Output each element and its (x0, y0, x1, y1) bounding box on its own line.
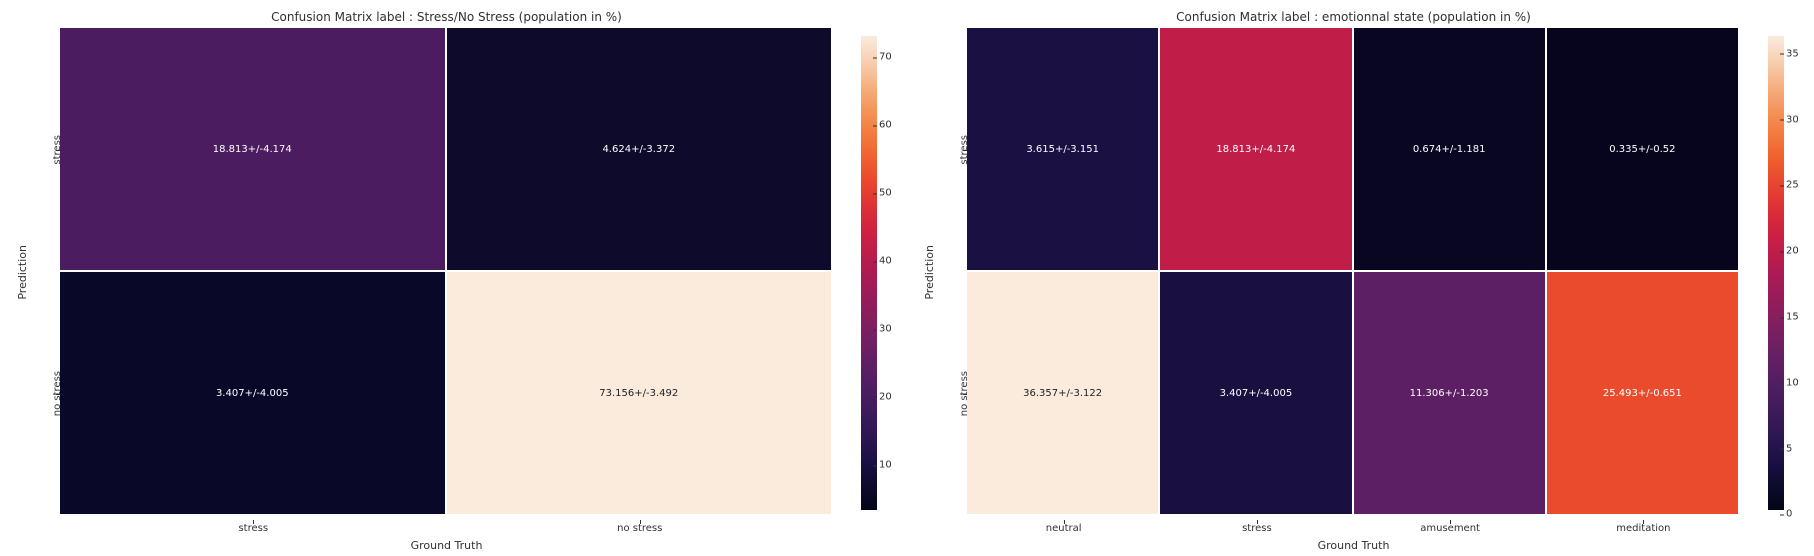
colorbar-tick: 30 (879, 324, 892, 335)
cell-value: 3.615+/-3.151 (1026, 144, 1099, 155)
panel-title: Confusion Matrix label : emotionnal stat… (967, 10, 1740, 24)
colorbar-tick: 40 (879, 256, 892, 267)
panel-title: Confusion Matrix label : Stress/No Stres… (60, 10, 833, 24)
heatmap-cell: 0.335+/-0.52 (1547, 28, 1740, 272)
colorbar-tick: 30 (1786, 114, 1799, 125)
y-tick-label: no stress (46, 272, 68, 516)
colorbar-tick: 10 (879, 460, 892, 471)
cell-value: 4.624+/-3.372 (602, 144, 675, 155)
cell-value: 0.674+/-1.181 (1413, 144, 1486, 155)
heatmap-cell: 18.813+/-4.174 (1160, 28, 1353, 272)
y-tick-label-text: no stress (52, 371, 63, 416)
y-tick-label-text: stress (959, 135, 970, 165)
heatmap-cell: 0.674+/-1.181 (1354, 28, 1547, 272)
panel-emotional-state: Confusion Matrix label : emotionnal stat… (907, 0, 1814, 556)
heatmap-cell: 18.813+/-4.174 (60, 28, 447, 272)
y-tick-label: no stress (953, 272, 975, 516)
cell-value: 25.493+/-0.651 (1603, 388, 1682, 399)
x-tick-label: stress (1160, 523, 1353, 534)
panel-stress-nostress: Confusion Matrix label : Stress/No Stres… (0, 0, 907, 556)
heatmap-cell: 11.306+/-1.203 (1354, 272, 1547, 516)
y-axis-label-text: Prediction (16, 245, 29, 300)
y-tick-label: stress (953, 28, 975, 272)
plot-wrap: Confusion Matrix label : emotionnal stat… (967, 10, 1740, 516)
colorbar-tick: 35 (1786, 48, 1799, 59)
colorbar-tick: 10 (1786, 377, 1799, 388)
colorbar-tick: 25 (1786, 180, 1799, 191)
heatmap-cell: 25.493+/-0.651 (1547, 272, 1740, 516)
colorbar-ticks: 05101520253035 (1786, 36, 1814, 510)
cell-value: 18.813+/-4.174 (1216, 144, 1295, 155)
x-axis: stressno stress (60, 523, 833, 534)
y-axis-label-text: Prediction (923, 245, 936, 300)
cell-value: 73.156+/-3.492 (599, 388, 678, 399)
x-tick-label: stress (60, 523, 447, 534)
colorbar-tick: 20 (879, 392, 892, 403)
plot-wrap: Confusion Matrix label : Stress/No Stres… (60, 10, 833, 516)
y-axis: stress no stress (46, 28, 68, 516)
heatmap-cell: 3.407+/-4.005 (60, 272, 447, 516)
heatmap-cell: 4.624+/-3.372 (447, 28, 834, 272)
colorbar-gradient: 05101520253035 (1768, 36, 1784, 510)
heatmap-frame: 18.813+/-4.174 4.624+/-3.372 3.407+/-4.005… (60, 28, 833, 516)
x-axis-label: Ground Truth (967, 539, 1740, 552)
x-axis: neutralstressamusementmeditation (967, 523, 1740, 534)
colorbar: 05101520253035 (1768, 36, 1784, 510)
figure: Confusion Matrix label : Stress/No Stres… (0, 0, 1814, 556)
y-axis-label: Prediction (923, 28, 936, 516)
y-axis-label: Prediction (16, 28, 29, 516)
cell-value: 3.407+/-4.005 (216, 388, 289, 399)
colorbar-tick: 60 (879, 120, 892, 131)
y-axis: stress no stress (953, 28, 975, 516)
x-tick-label: meditation (1547, 523, 1740, 534)
colorbar-tick: 0 (1786, 509, 1792, 520)
y-tick-label-text: no stress (959, 371, 970, 416)
heatmap: 18.813+/-4.174 4.624+/-3.372 3.407+/-4.005… (60, 28, 833, 516)
heatmap-cell: 73.156+/-3.492 (447, 272, 834, 516)
colorbar-gradient: 10203040506070 (861, 36, 877, 510)
y-tick-label: stress (46, 28, 68, 272)
colorbar-tick: 70 (879, 52, 892, 63)
x-tick-label: neutral (967, 523, 1160, 534)
cell-value: 3.407+/-4.005 (1220, 388, 1293, 399)
heatmap-cell: 3.615+/-3.151 (967, 28, 1160, 272)
heatmap: 3.615+/-3.151 18.813+/-4.174 0.674+/-1.181… (967, 28, 1740, 516)
colorbar-tick: 5 (1786, 443, 1792, 454)
colorbar-tick: 20 (1786, 246, 1799, 257)
x-axis-label: Ground Truth (60, 539, 833, 552)
heatmap-frame: 3.615+/-3.151 18.813+/-4.174 0.674+/-1.181… (967, 28, 1740, 516)
x-tick-label: no stress (447, 523, 834, 534)
colorbar-tick: 15 (1786, 312, 1799, 323)
x-tick-label: amusement (1354, 523, 1547, 534)
cell-value: 11.306+/-1.203 (1410, 388, 1489, 399)
heatmap-cell: 36.357+/-3.122 (967, 272, 1160, 516)
y-tick-label-text: stress (52, 135, 63, 165)
colorbar-tick: 50 (879, 188, 892, 199)
cell-value: 36.357+/-3.122 (1023, 388, 1102, 399)
cell-value: 0.335+/-0.52 (1609, 144, 1675, 155)
heatmap-cell: 3.407+/-4.005 (1160, 272, 1353, 516)
colorbar: 10203040506070 (861, 36, 877, 510)
cell-value: 18.813+/-4.174 (213, 144, 292, 155)
